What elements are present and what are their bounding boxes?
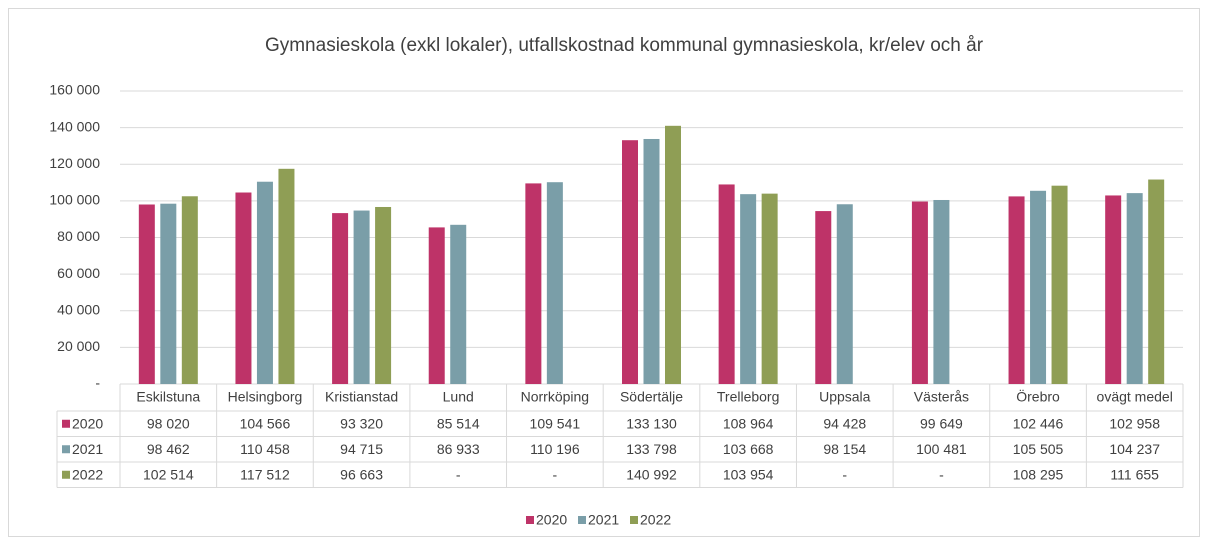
legend-label: 2022 (640, 512, 671, 528)
x-tick-label: Västerås (914, 389, 969, 405)
x-tick-label: Eskilstuna (136, 389, 200, 405)
table-cell: 110 196 (530, 441, 580, 457)
x-tick-label: Södertälje (620, 389, 683, 405)
x-tick-label: Trelleborg (717, 389, 780, 405)
table-legend-key (62, 445, 70, 454)
bar (665, 125, 681, 384)
y-tick-label: 60 000 (57, 265, 100, 281)
table-cell: 93 320 (340, 415, 383, 431)
bar (278, 168, 295, 384)
table-legend-key (62, 470, 70, 479)
x-tick-label: ovägt medel (1097, 389, 1173, 405)
table-cell: - (939, 466, 944, 482)
table-cell: 98 462 (147, 441, 190, 457)
table-cell: 102 446 (1013, 415, 1064, 431)
chart-border (8, 8, 1200, 537)
table-row-label: 2022 (72, 466, 103, 482)
bar (160, 203, 177, 384)
bar (546, 182, 563, 384)
y-tick-label: 40 000 (57, 301, 100, 317)
table-cell: 111 655 (1110, 466, 1159, 482)
bar (815, 211, 832, 384)
bar (181, 196, 198, 384)
legend-label: 2021 (588, 512, 619, 528)
x-tick-label: Örebro (1016, 388, 1060, 405)
table-cell: - (842, 466, 847, 482)
table-cell: - (553, 466, 558, 482)
bar (450, 224, 467, 384)
bar (836, 204, 853, 384)
table-cell: 133 798 (626, 441, 677, 457)
bar (256, 181, 273, 384)
bar (718, 184, 735, 384)
table-cell: 108 295 (1013, 466, 1064, 482)
table-cell: 140 992 (626, 466, 677, 482)
table-row-label: 2021 (72, 441, 103, 457)
y-tick-label: 140 000 (49, 118, 100, 134)
table-cell: 86 933 (437, 441, 480, 457)
x-tick-label: Uppsala (819, 389, 871, 405)
legend-key (630, 516, 638, 524)
chart-title: Gymnasieskola (exkl lokaler), utfallskos… (265, 35, 984, 56)
legend-label: 2020 (536, 512, 567, 528)
table-cell: 98 020 (147, 415, 190, 431)
legend-key (578, 516, 586, 524)
y-tick-label: - (95, 375, 100, 391)
table-cell: 96 663 (340, 466, 383, 482)
table-cell: 110 458 (240, 441, 290, 457)
bar (428, 227, 445, 384)
y-tick-label: 100 000 (49, 192, 100, 208)
table-cell: 94 715 (340, 441, 383, 457)
table-cell: 94 428 (823, 415, 866, 431)
table-cell: 108 964 (723, 415, 774, 431)
bar (375, 206, 392, 384)
bar (933, 199, 950, 384)
table-cell: 133 130 (626, 415, 677, 431)
table-cell: 85 514 (437, 415, 480, 431)
bar (1051, 185, 1068, 384)
y-tick-label: 160 000 (49, 82, 100, 98)
bar (525, 183, 542, 384)
bar (1105, 195, 1122, 384)
bar (911, 201, 928, 384)
table-cell: 117 512 (240, 466, 290, 482)
bar (622, 140, 638, 384)
x-tick-label: Norrköping (521, 389, 589, 405)
bar (332, 213, 349, 384)
legend-key (526, 516, 534, 524)
bar (1126, 193, 1143, 384)
bar (740, 194, 757, 384)
bar (1030, 190, 1047, 384)
table-cell: 104 237 (1109, 441, 1160, 457)
table-cell: 103 668 (723, 441, 774, 457)
bar (643, 138, 660, 384)
bar (353, 210, 370, 384)
y-tick-label: 80 000 (57, 228, 100, 244)
table-cell: 100 481 (916, 441, 967, 457)
table-cell: 103 954 (723, 466, 774, 482)
table-legend-key (62, 419, 70, 428)
bar (1148, 179, 1165, 384)
table-cell: 99 649 (920, 415, 963, 431)
x-tick-label: Kristianstad (325, 389, 398, 405)
table-row-label: 2020 (72, 415, 103, 431)
bar (138, 204, 155, 384)
bar (761, 193, 778, 384)
x-tick-label: Helsingborg (228, 389, 303, 405)
table-cell: 102 514 (143, 466, 194, 482)
bar (235, 192, 252, 384)
table-cell: 109 541 (530, 415, 581, 431)
x-tick-label: Lund (443, 389, 474, 405)
table-cell: - (456, 466, 461, 482)
bar (1008, 196, 1025, 384)
table-cell: 98 154 (823, 441, 866, 457)
table-cell: 105 505 (1013, 441, 1064, 457)
table-cell: 104 566 (240, 415, 291, 431)
y-tick-label: 20 000 (57, 338, 100, 354)
y-tick-label: 120 000 (49, 155, 100, 171)
table-cell: 102 958 (1109, 415, 1160, 431)
